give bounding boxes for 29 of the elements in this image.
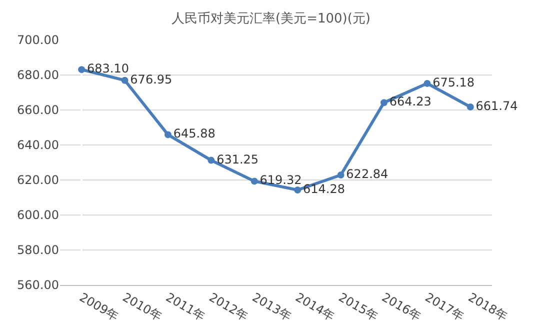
y-tick-label: 660.00 bbox=[17, 103, 59, 118]
data-label: 683.10 bbox=[86, 62, 129, 76]
point bbox=[250, 178, 258, 185]
point bbox=[294, 186, 302, 194]
data-label: 619.32 bbox=[260, 173, 302, 188]
y-tick-label: 640.00 bbox=[17, 138, 59, 152]
y-tick-label: 620.00 bbox=[17, 173, 59, 188]
data-label: 676.95 bbox=[130, 72, 172, 86]
point bbox=[424, 80, 431, 87]
point bbox=[121, 76, 128, 84]
y-tick-label: 680.00 bbox=[17, 68, 59, 82]
y-tick-label: 560.00 bbox=[17, 278, 59, 292]
y-tick-label: 600.00 bbox=[17, 208, 59, 222]
data-label: 675.18 bbox=[432, 75, 475, 90]
data-label: 622.84 bbox=[346, 167, 388, 182]
point bbox=[337, 172, 344, 179]
point bbox=[164, 131, 172, 138]
data-label: 664.23 bbox=[389, 94, 432, 109]
point bbox=[208, 156, 215, 164]
data-label: 661.74 bbox=[476, 98, 518, 113]
point bbox=[380, 99, 388, 106]
y-tick-label: 580.00 bbox=[17, 243, 59, 258]
point bbox=[466, 103, 474, 110]
chart-title: 人民币对美元汇率(美元=100)(元) bbox=[172, 10, 370, 26]
y-tick-label: 700.00 bbox=[17, 33, 59, 48]
data-label: 614.28 bbox=[302, 182, 345, 196]
data-label: 631.25 bbox=[216, 152, 259, 166]
point bbox=[78, 66, 86, 74]
data-label: 645.88 bbox=[173, 126, 216, 141]
